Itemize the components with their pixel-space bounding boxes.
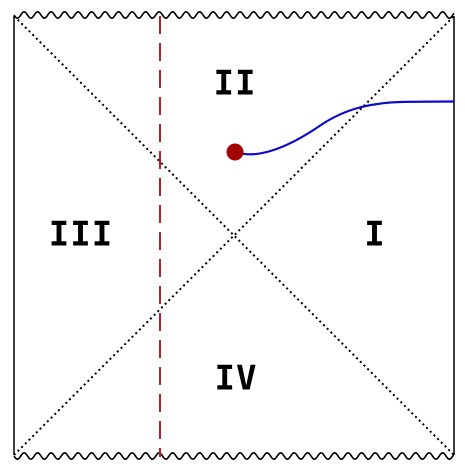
region-label-i: I: [364, 215, 385, 255]
infalling-trajectory: [235, 100, 455, 156]
region-label-ii: II: [214, 64, 257, 104]
trajectory-endpoint-dot: [226, 143, 244, 161]
bottom-singularity: [13, 451, 455, 461]
region-label-iii: III: [49, 215, 113, 255]
top-singularity: [13, 10, 455, 20]
region-label-iv: IV: [215, 359, 258, 399]
